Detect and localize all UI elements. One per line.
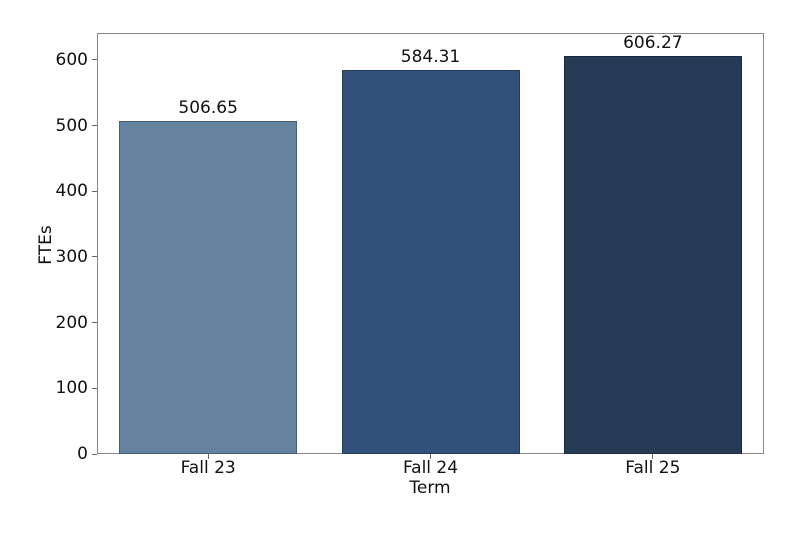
y-tick-mark: [92, 387, 97, 389]
x-tick-mark: [430, 454, 431, 459]
y-tick-label: 0: [77, 444, 88, 464]
y-tick-mark: [92, 190, 97, 192]
bar: [342, 70, 520, 454]
y-tick-mark: [92, 59, 97, 61]
y-tick-label: 500: [55, 115, 88, 136]
y-tick-label: 300: [55, 246, 88, 267]
x-tick-label: Fall 23: [180, 458, 236, 478]
y-tick-label: 100: [55, 378, 88, 399]
x-tick-mark: [207, 454, 209, 459]
x-axis-label: Term: [409, 478, 451, 498]
bar-value-label: 606.27: [623, 33, 683, 53]
y-tick-label: 200: [55, 312, 88, 333]
y-tick-mark: [92, 322, 97, 324]
bar-value-label: 584.31: [400, 47, 461, 67]
bar: [564, 56, 742, 454]
x-tick-mark: [652, 454, 654, 459]
bar: [119, 121, 297, 454]
x-tick-label: Fall 25: [625, 458, 681, 478]
y-tick-label: 400: [55, 181, 88, 202]
x-tick-label: Fall 24: [402, 458, 459, 478]
y-tick-label: 600: [55, 49, 88, 70]
y-tick-mark: [92, 125, 97, 127]
bar-value-label: 506.65: [178, 98, 238, 118]
y-tick-mark: [92, 453, 97, 455]
y-tick-mark: [92, 256, 97, 258]
